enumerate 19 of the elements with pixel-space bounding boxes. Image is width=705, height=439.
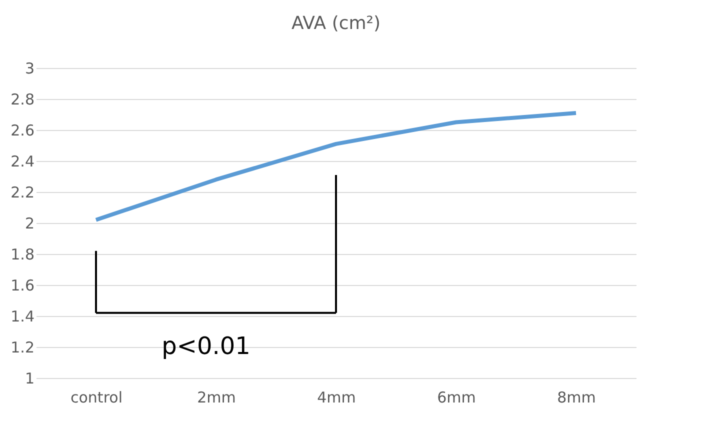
- chart-title: AVA (cm²): [291, 13, 381, 34]
- y-tick-label: 2.8: [10, 90, 34, 108]
- y-tick-label: 2.4: [10, 152, 34, 170]
- y-tick-label: 2: [24, 214, 34, 232]
- y-tick-label: 2.6: [10, 122, 34, 140]
- x-tick-label: control: [70, 388, 122, 406]
- y-tick-label: 1.4: [10, 308, 34, 326]
- x-tick-label: 6mm: [437, 388, 476, 406]
- x-tick-label: 2mm: [197, 388, 236, 406]
- y-tick-label: 1: [24, 370, 34, 388]
- annotation: p<0.01: [162, 332, 250, 360]
- line-series: [94, 110, 578, 222]
- x-tick-label: 8mm: [557, 388, 596, 406]
- x-tick-label: 4mm: [317, 388, 356, 406]
- y-tick-label: 2.2: [10, 184, 34, 202]
- y-tick-label: 3: [24, 60, 34, 78]
- y-tick-label: 1.8: [10, 246, 34, 264]
- y-tick-label: 1.2: [10, 338, 34, 356]
- y-tick-label: 1.6: [10, 276, 34, 294]
